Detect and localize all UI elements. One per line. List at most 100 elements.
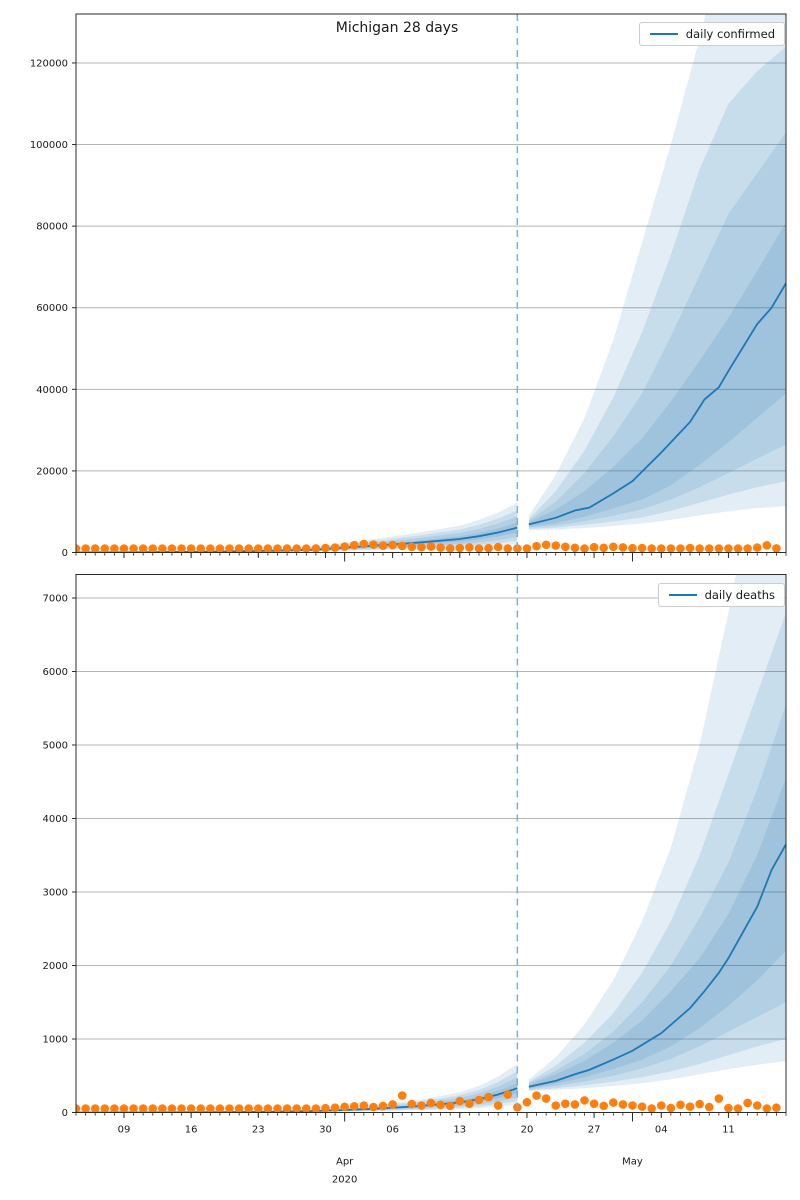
observed-point xyxy=(76,1104,81,1113)
forecast-median-line xyxy=(528,843,786,1088)
observed-point xyxy=(522,1097,532,1107)
observed-point xyxy=(90,544,100,553)
observed-point xyxy=(215,544,225,553)
x-tick-label: 04 xyxy=(655,1125,668,1136)
observed-point xyxy=(407,542,417,552)
observed-point xyxy=(589,1099,599,1108)
observed-scatter xyxy=(76,539,781,553)
observed-point xyxy=(561,542,570,552)
observed-point xyxy=(724,544,733,553)
observed-point xyxy=(656,544,666,553)
observed-point xyxy=(282,1104,292,1113)
observed-point xyxy=(119,544,129,553)
observed-point xyxy=(417,1101,426,1110)
forecast-uncertainty-band xyxy=(528,222,786,527)
chart-title: Michigan 28 days xyxy=(335,20,459,36)
observed-point xyxy=(685,1102,695,1111)
observed-point xyxy=(397,1091,407,1100)
observed-point xyxy=(685,543,695,553)
observed-point xyxy=(225,544,234,553)
legend-line-icon xyxy=(649,33,678,35)
observed-point xyxy=(301,1104,311,1113)
observed-point xyxy=(186,1104,196,1113)
observed-point xyxy=(733,1104,743,1113)
y-tick-label: 0 xyxy=(62,548,68,559)
observed-point xyxy=(292,1104,301,1113)
observed-point xyxy=(704,544,714,553)
observed-point xyxy=(100,1104,110,1113)
y-tick-label: 1000 xyxy=(43,1035,68,1046)
observed-point xyxy=(311,1104,321,1113)
y-tick-label: 0 xyxy=(62,1108,68,1119)
observed-point xyxy=(637,1102,647,1111)
observed-point xyxy=(225,1104,234,1113)
x-tick-label: 16 xyxy=(185,1125,198,1136)
legend-line-icon xyxy=(668,594,697,596)
observed-point xyxy=(388,540,397,550)
observed-point xyxy=(493,1101,503,1110)
forecast-uncertainty-band xyxy=(528,612,786,1091)
observed-point xyxy=(244,1104,254,1113)
observed-point xyxy=(167,544,177,553)
observed-point xyxy=(752,1101,762,1110)
observed-point xyxy=(532,1091,541,1100)
x-tick-label: 09 xyxy=(118,1125,131,1136)
observed-point xyxy=(541,1094,551,1103)
history-uncertainty-band xyxy=(76,1063,518,1113)
observed-point xyxy=(608,1098,618,1107)
observed-point xyxy=(129,1104,138,1113)
x-tick-label: 13 xyxy=(453,1125,466,1136)
forecast-uncertainty-band xyxy=(528,574,786,1092)
observed-point xyxy=(129,544,138,553)
observed-point xyxy=(196,544,206,553)
forecast-uncertainty-band xyxy=(528,132,786,528)
legend-label: daily deaths xyxy=(704,588,775,602)
observed-point xyxy=(551,1101,561,1110)
y-tick-label: 7000 xyxy=(43,594,68,605)
forecast-uncertainty-band xyxy=(528,46,786,529)
observed-point xyxy=(762,1104,772,1113)
observed-point xyxy=(666,1103,676,1113)
observed-point xyxy=(666,544,676,553)
observed-point xyxy=(426,1098,436,1108)
observed-point xyxy=(733,544,743,553)
observed-point xyxy=(273,544,282,553)
history-uncertainty-band xyxy=(76,502,518,553)
y-tick-label: 40000 xyxy=(36,385,68,396)
observed-point xyxy=(503,1090,513,1099)
observed-point xyxy=(234,1104,244,1113)
observed-point xyxy=(81,544,90,553)
legend-daily-deaths: daily deaths xyxy=(657,583,785,607)
observed-point xyxy=(445,544,455,553)
y-tick-label: 5000 xyxy=(43,741,68,752)
observed-point xyxy=(714,1094,724,1103)
plot-area xyxy=(76,574,786,1113)
observed-point xyxy=(580,1096,589,1105)
observed-point xyxy=(618,1100,628,1109)
observed-point xyxy=(148,544,158,553)
observed-point xyxy=(263,544,273,553)
observed-point xyxy=(647,544,656,553)
y-tick-label: 60000 xyxy=(36,303,68,314)
y-tick-label: 80000 xyxy=(36,222,68,233)
observed-point xyxy=(369,1102,378,1112)
observed-point xyxy=(138,544,148,553)
observed-point xyxy=(676,544,685,553)
observed-point xyxy=(465,1099,474,1108)
observed-point xyxy=(743,544,752,553)
observed-point xyxy=(378,541,388,550)
y-tick-label: 120000 xyxy=(30,58,68,69)
observed-point xyxy=(234,544,244,553)
observed-point xyxy=(647,1104,656,1113)
observed-point xyxy=(474,1095,484,1105)
observed-point xyxy=(551,541,561,550)
observed-point xyxy=(186,544,196,553)
observed-point xyxy=(561,1099,570,1108)
forecast-median-line xyxy=(528,282,786,526)
history-uncertainty-band xyxy=(76,510,518,553)
y-tick-label: 20000 xyxy=(36,466,68,477)
observed-point xyxy=(215,1104,225,1113)
observed-point xyxy=(253,1104,263,1113)
observed-point xyxy=(493,542,503,552)
